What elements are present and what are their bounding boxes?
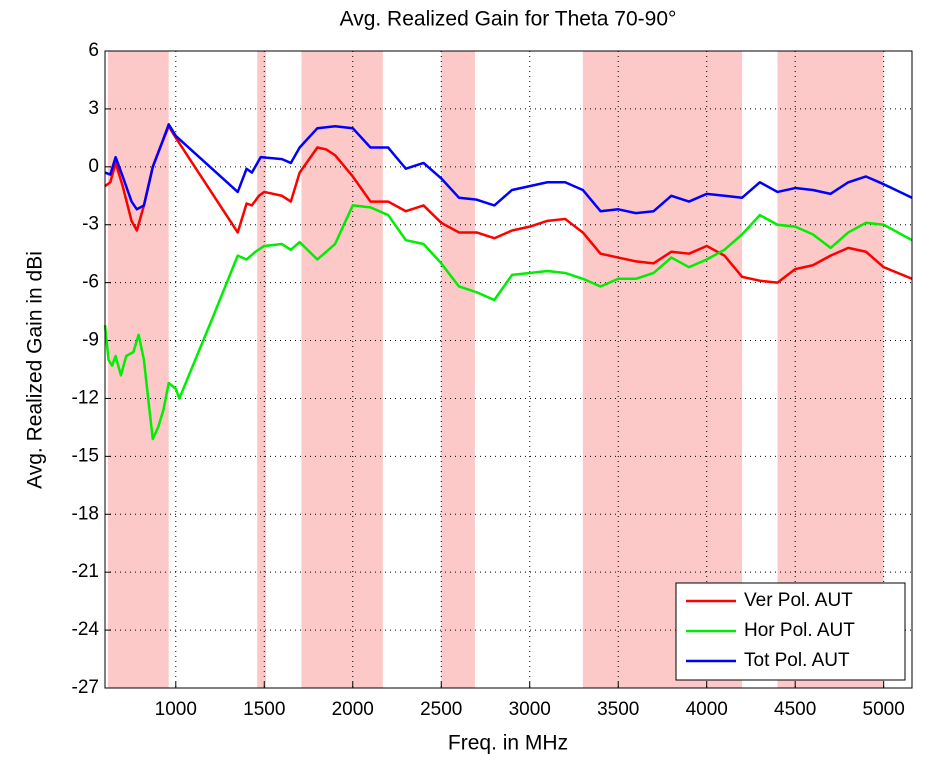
y-tick-label: -9 bbox=[82, 330, 99, 351]
shaded-band bbox=[441, 51, 475, 688]
shaded-band bbox=[582, 51, 743, 688]
legend-box bbox=[675, 582, 906, 681]
legend-label: Hor Pol. AUT bbox=[744, 620, 855, 641]
x-tick-label: 3500 bbox=[597, 699, 639, 720]
y-tick-label: 3 bbox=[88, 98, 99, 119]
x-tick-label: 2000 bbox=[332, 699, 374, 720]
bands bbox=[108, 51, 884, 688]
y-axis-label: Avg. Realized Gain in dBi bbox=[24, 251, 47, 489]
x-tick-label: 1000 bbox=[155, 699, 197, 720]
legend-label: Ver Pol. AUT bbox=[744, 590, 853, 611]
x-axis-label: Freq. in MHz bbox=[448, 732, 568, 755]
y-tick-label: -18 bbox=[72, 503, 99, 524]
lines bbox=[103, 123, 913, 441]
grid bbox=[105, 50, 912, 689]
x-tick-label: 1500 bbox=[243, 699, 285, 720]
y-tick-label: -6 bbox=[82, 272, 99, 293]
shaded-band bbox=[257, 51, 267, 688]
series-line bbox=[103, 204, 913, 441]
shaded-band bbox=[301, 51, 383, 688]
y-tick-label: 6 bbox=[88, 40, 99, 61]
plot-frame bbox=[104, 50, 913, 689]
x-tick-label: 3000 bbox=[509, 699, 551, 720]
x-tick-label: 5000 bbox=[863, 699, 905, 720]
x-tick-label: 4500 bbox=[774, 699, 816, 720]
legend-label: Tot Pol. AUT bbox=[744, 650, 850, 671]
y-tick-label: -21 bbox=[72, 561, 99, 582]
y-tick-label: -27 bbox=[72, 677, 99, 698]
chart-title: Avg. Realized Gain for Theta 70-90° bbox=[340, 8, 677, 31]
y-tick-label: -15 bbox=[72, 445, 99, 466]
y-tick-label: -3 bbox=[82, 214, 99, 235]
x-tick-label: 4000 bbox=[686, 699, 728, 720]
y-tick-label: -12 bbox=[72, 387, 99, 408]
y-tick-label: -24 bbox=[72, 619, 100, 640]
y-tick-label: 0 bbox=[88, 156, 99, 177]
series-line bbox=[104, 123, 913, 215]
legend: Ver Pol. AUT Hor Pol. AUT Tot Pol. AUT bbox=[675, 582, 906, 681]
x-tick-label: 2500 bbox=[420, 699, 462, 720]
